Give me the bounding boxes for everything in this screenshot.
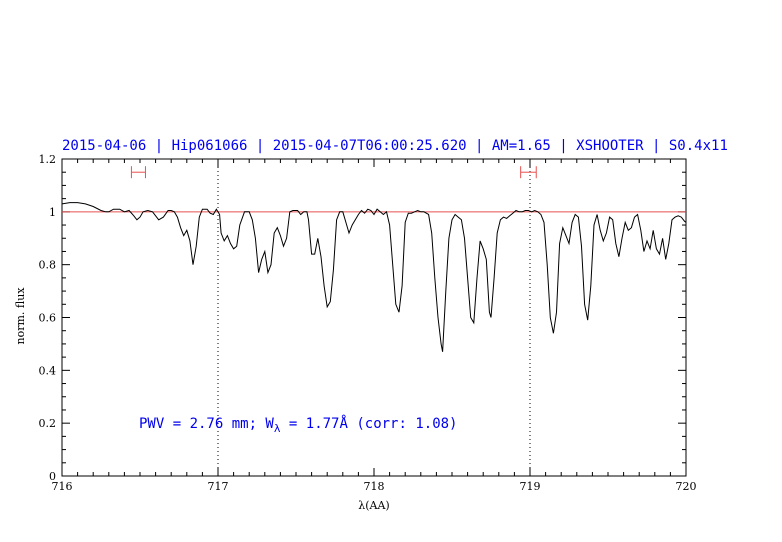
x-axis-label: λ(AA) [358, 499, 389, 512]
x-tick-label: 717 [208, 480, 229, 493]
annotation-subscript: λ [274, 422, 281, 435]
pwv-annotation: PWV = 2.76 mm; Wλ = 1.77Å (corr: 1.08) [139, 415, 458, 435]
x-tick-label: 719 [520, 480, 541, 493]
y-tick-label: 0.6 [39, 312, 57, 325]
y-tick-label: 0 [49, 470, 56, 483]
y-tick-label: 0.2 [39, 417, 57, 430]
chart-title: 2015-04-06 | Hip061066 | 2015-04-07T06:0… [62, 138, 728, 154]
plot-area: 716 717 718 719 720 0 0.2 0.4 0.6 0.8 1 1.2 [39, 153, 697, 493]
x-tick-label: 720 [676, 480, 697, 493]
y-tick-label: 1.2 [39, 153, 57, 166]
annotation-rest: = 1.77Å (corr: 1.08) [280, 415, 457, 432]
annotation-main: PWV = 2.76 mm; W [139, 416, 274, 432]
y-axis-label: norm. flux [14, 287, 27, 345]
y-tick-label: 1 [49, 206, 56, 219]
y-tick-label: 0.4 [39, 364, 57, 377]
x-tick-label: 716 [52, 480, 73, 493]
spectrum-line [61, 202, 687, 352]
x-tick-label: 718 [364, 480, 385, 493]
y-tick-label: 0.8 [39, 259, 57, 272]
